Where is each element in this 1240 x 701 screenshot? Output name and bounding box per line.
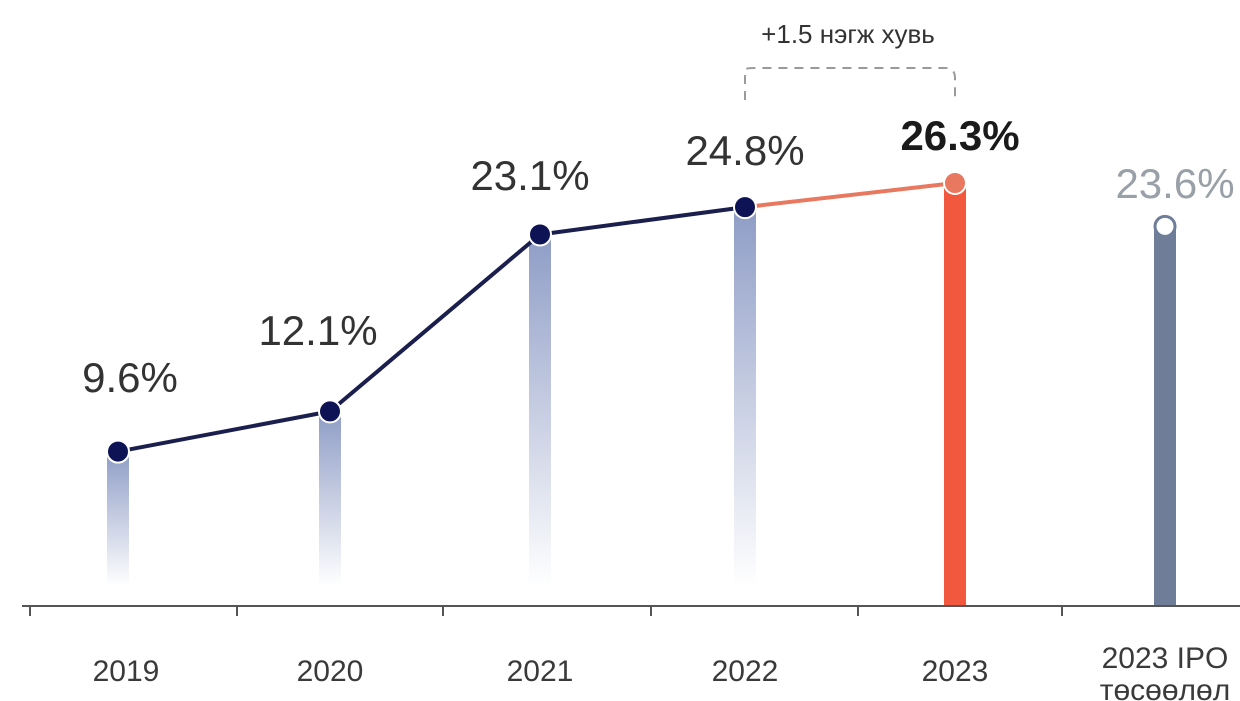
bar-2022 <box>734 207 756 586</box>
point-2022 <box>733 195 757 220</box>
x-label-2020: 2020 <box>297 655 364 688</box>
annotation-label: +1.5 нэгж хувь <box>761 19 935 49</box>
point-2023 <box>943 171 967 195</box>
series-line <box>117 205 746 454</box>
value-label-5: 23.6% <box>1115 160 1234 207</box>
value-label-3: 24.8% <box>685 127 804 174</box>
bar-2021 <box>529 234 551 586</box>
bar-projection <box>1154 226 1176 607</box>
point-2020 <box>318 399 342 424</box>
x-label-projection-line2: төсөөлөл <box>1100 674 1231 701</box>
value-label-1: 12.1% <box>258 307 377 354</box>
x-label-2023: 2023 <box>922 655 989 688</box>
value-label-4: 26.3% <box>900 112 1019 159</box>
bar-2023 <box>944 183 966 606</box>
bar-2020 <box>319 411 341 586</box>
value-label-0: 9.6% <box>82 354 178 401</box>
point-2019 <box>106 439 130 464</box>
annotation-bracket <box>744 67 956 100</box>
point-2021 <box>528 222 552 247</box>
x-label-2021: 2021 <box>507 655 574 688</box>
point-projection <box>1153 214 1177 238</box>
series-line-highlight <box>744 181 956 210</box>
x-label-2019: 2019 <box>93 655 160 688</box>
x-label-2022: 2022 <box>712 655 779 688</box>
value-label-2: 23.1% <box>470 152 589 199</box>
bar-2019 <box>107 451 129 586</box>
x-label-projection-line1: 2023 IPO <box>1102 642 1229 675</box>
